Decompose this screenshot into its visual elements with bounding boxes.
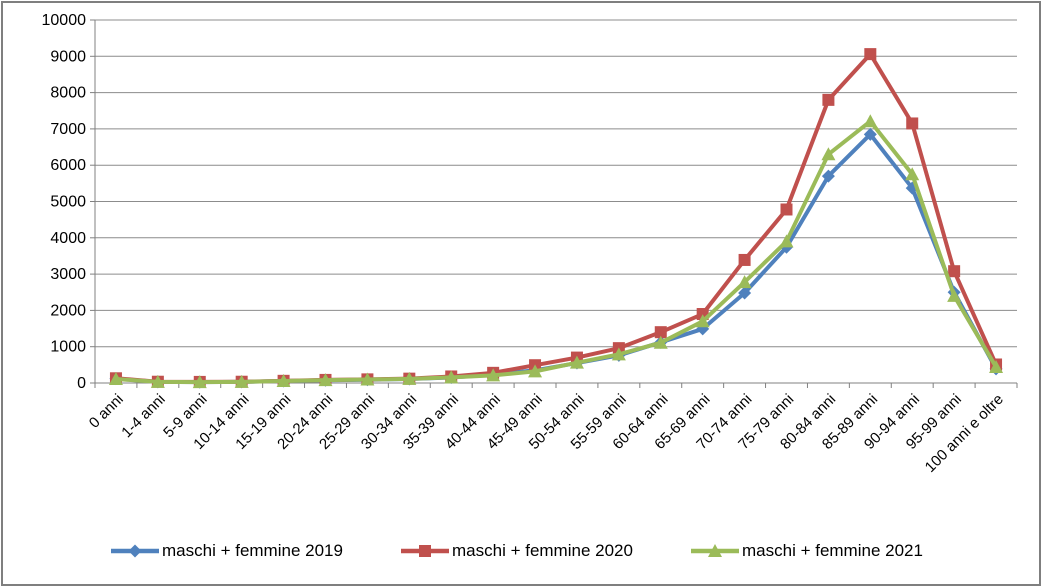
marker-triangle-2021-4 (234, 374, 249, 388)
marker-triangle-2021-6 (318, 373, 333, 387)
marker-triangle-2021-11 (528, 364, 543, 378)
marker-triangle-2021-16 (737, 275, 752, 289)
legend-item-2020: maschi + femmine 2020 (400, 541, 633, 561)
marker-square-2020-14 (654, 326, 667, 339)
marker-triangle-2021-13 (611, 347, 626, 361)
legend-label-2020: maschi + femmine 2020 (452, 541, 633, 560)
legend-label-2021: maschi + femmine 2021 (742, 541, 923, 560)
legend-triangle-glyph (708, 544, 722, 557)
y-tick-label-2000: 2000 (50, 302, 86, 319)
legend-marker-triangle-icon (691, 544, 739, 557)
y-tick-label-9000: 9000 (50, 48, 86, 65)
line-chart-plot-area: 0 1000 2000 3000 4000 5000 6000 7000 8000 9000 100… (42, 12, 1018, 476)
y-tick-label-6000: 6000 (50, 157, 86, 174)
legend-square-glyph (419, 545, 431, 557)
marker-square-2020-17 (780, 203, 793, 216)
legend-marker-diamond-icon (111, 544, 159, 558)
marker-triangle-2021-20 (905, 167, 920, 181)
series-line-2021 (113, 119, 999, 385)
y-tick-label-4000: 4000 (50, 230, 86, 247)
series-line-2020 (113, 52, 999, 384)
marker-triangle-2021-2 (150, 374, 165, 388)
legend-label-2019: maschi + femmine 2019 (162, 541, 343, 560)
legend-item-2021: maschi + femmine 2021 (690, 541, 923, 561)
marker-square-2020-18 (822, 93, 835, 106)
marker-square-2020-19 (864, 48, 877, 61)
marker-square-2020-20 (906, 117, 919, 130)
y-tick-label-8000: 8000 (50, 85, 86, 102)
legend-item-2019: maschi + femmine 2019 (110, 541, 343, 561)
marker-triangle-2021-10 (486, 368, 501, 382)
marker-triangle-2021-9 (444, 370, 459, 384)
marker-triangle-2021-12 (569, 355, 584, 369)
marker-triangle-2021-18 (821, 147, 836, 161)
y-tick-label-0: 0 (77, 375, 86, 392)
y-tick-label-5000: 5000 (50, 194, 86, 211)
marker-triangle-2021-15 (695, 314, 710, 328)
marker-triangle-2021-21 (947, 288, 962, 302)
marker-triangle-2021-22 (989, 360, 1004, 374)
marker-diamond-2019-16 (738, 286, 752, 300)
marker-triangle-2021-8 (402, 371, 417, 385)
marker-square-2020-16 (738, 253, 751, 266)
chart-legend: maschi + femmine 2019 maschi + femmine 2… (3, 541, 1039, 573)
legend-marker-square-icon (401, 545, 449, 557)
y-tick-label-10000: 10000 (42, 12, 87, 29)
marker-triangle-2021-5 (276, 374, 291, 388)
marker-triangle-2021-7 (360, 372, 375, 386)
marker-triangle-2021-19 (863, 114, 878, 128)
y-tick-label-3000: 3000 (50, 266, 86, 283)
y-tick-label-1000: 1000 (50, 339, 86, 356)
marker-diamond-2019-19 (863, 127, 877, 141)
marker-triangle-2021-3 (192, 375, 207, 389)
marker-diamond-2019-18 (821, 169, 835, 183)
category-label-2: 1-4 anni (118, 391, 168, 441)
legend-diamond-glyph (128, 544, 142, 558)
marker-triangle-2021-17 (779, 234, 794, 248)
category-label-22: 100 anni e oltre (922, 391, 1007, 476)
marker-triangle-2021-1 (108, 372, 123, 386)
marker-square-2020-21 (948, 265, 961, 278)
series-line-2019 (113, 132, 999, 385)
marker-triangle-2021-14 (653, 335, 668, 349)
y-tick-label-7000: 7000 (50, 121, 86, 138)
